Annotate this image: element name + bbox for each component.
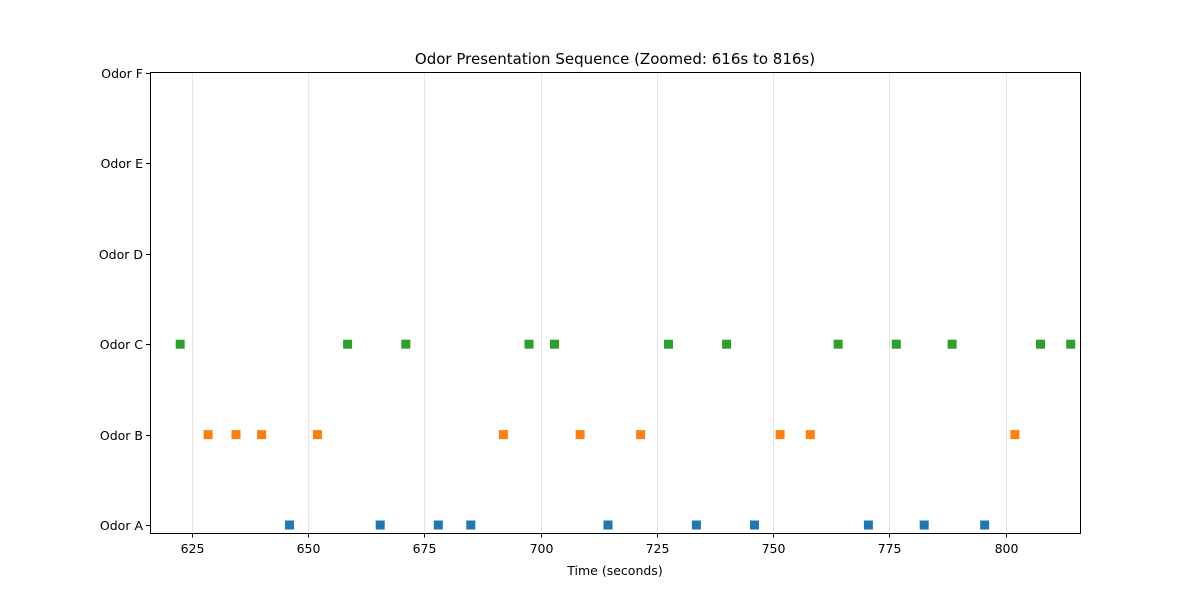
plot-frame (150, 72, 1081, 534)
y-axis: Odor A Odor B Odor C Odor D Odor E Odor F (99, 66, 151, 533)
marker-odor-c (343, 339, 353, 349)
marker-odor-c (722, 339, 732, 349)
marker-odor-b (498, 430, 508, 440)
x-tick-label: 675 (413, 541, 437, 556)
marker-odor-b (636, 430, 646, 440)
marker-odor-a (863, 520, 873, 530)
marker-odor-a (750, 520, 759, 530)
marker-odor-c (1036, 339, 1045, 349)
marker-odor-a (919, 520, 929, 530)
marker-odor-a (466, 520, 476, 530)
marker-odor-c (1066, 339, 1076, 349)
y-tick-label: Odor F (101, 66, 143, 81)
y-tick-label: Odor D (99, 247, 143, 262)
x-gridlines (192, 72, 1007, 533)
marker-odor-a (285, 520, 294, 530)
marker-odor-c (664, 339, 673, 349)
marker-odor-a (603, 520, 613, 530)
y-tick-label: Odor C (100, 337, 144, 352)
x-tick-label: 700 (530, 541, 554, 556)
chart-title: Odor Presentation Sequence (Zoomed: 616s… (415, 50, 815, 68)
marker-odor-b (1010, 430, 1020, 440)
marker-odor-a (433, 520, 443, 530)
marker-odor-c (550, 339, 559, 349)
marker-odor-c (833, 339, 843, 349)
marker-odor-c (891, 339, 901, 349)
x-tick-label: 800 (995, 541, 1019, 556)
y-tick-label: Odor B (100, 428, 143, 443)
marker-odor-b (575, 430, 585, 440)
x-axis: 625 650 675 700 725 750 775 800 (181, 533, 1019, 556)
x-tick-label: 625 (181, 541, 205, 556)
x-axis-label: Time (seconds) (566, 563, 662, 578)
x-tick-label: 750 (762, 541, 786, 556)
x-tick-label: 650 (297, 541, 321, 556)
data-markers (175, 339, 1076, 530)
marker-odor-b (805, 430, 815, 440)
marker-odor-c (524, 339, 534, 349)
x-tick-label: 725 (646, 541, 670, 556)
marker-odor-a (980, 520, 990, 530)
marker-odor-b (203, 430, 213, 440)
marker-odor-a (375, 520, 385, 530)
marker-odor-b (231, 430, 241, 440)
marker-odor-b (257, 430, 267, 440)
y-tick-label: Odor E (101, 156, 144, 171)
y-tick-label: Odor A (100, 518, 144, 533)
marker-odor-c (175, 339, 185, 349)
marker-odor-c (947, 339, 957, 349)
x-tick-label: 775 (878, 541, 902, 556)
marker-odor-b (312, 430, 322, 440)
marker-odor-a (691, 520, 701, 530)
marker-odor-b (775, 430, 785, 440)
marker-odor-c (401, 339, 411, 349)
